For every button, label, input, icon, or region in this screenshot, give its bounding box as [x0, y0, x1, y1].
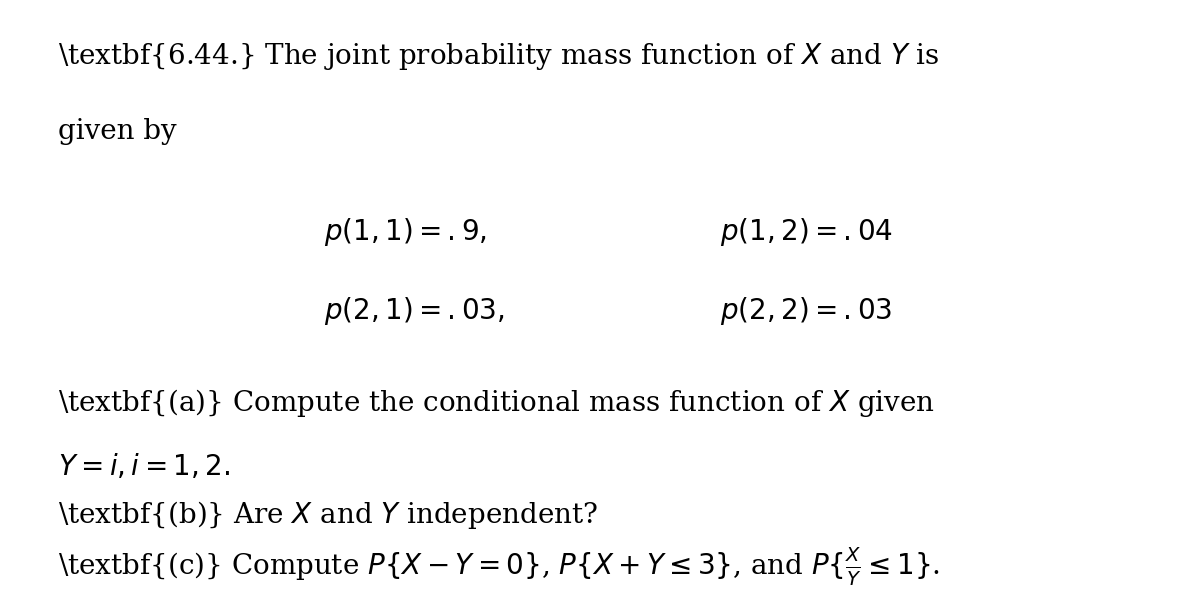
Text: $Y = i, i = 1, 2.$: $Y = i, i = 1, 2.$ — [58, 451, 229, 481]
Text: $p(1,2) = .04$: $p(1,2) = .04$ — [720, 215, 893, 248]
Text: $p(2,2) = .03$: $p(2,2) = .03$ — [720, 295, 893, 327]
Text: \textbf{6.44.} The joint probability mass function of $X$ and $Y$ is: \textbf{6.44.} The joint probability mas… — [58, 41, 940, 72]
Text: \textbf{(b)} Are $X$ and $Y$ independent?: \textbf{(b)} Are $X$ and $Y$ independent… — [58, 499, 598, 531]
Text: $p(2,1) = .03,$: $p(2,1) = .03,$ — [324, 295, 505, 327]
Text: given by: given by — [58, 118, 176, 145]
Text: \textbf{(c)} Compute $P\{X - Y = 0\}$, $P\{X + Y \leq 3\}$, and $P\{\frac{X}{Y} : \textbf{(c)} Compute $P\{X - Y = 0\}$, $… — [58, 546, 940, 588]
Text: $p(1,1) = .9,$: $p(1,1) = .9,$ — [324, 215, 487, 248]
Text: \textbf{(a)} Compute the conditional mass function of $X$ given: \textbf{(a)} Compute the conditional mas… — [58, 387, 935, 419]
